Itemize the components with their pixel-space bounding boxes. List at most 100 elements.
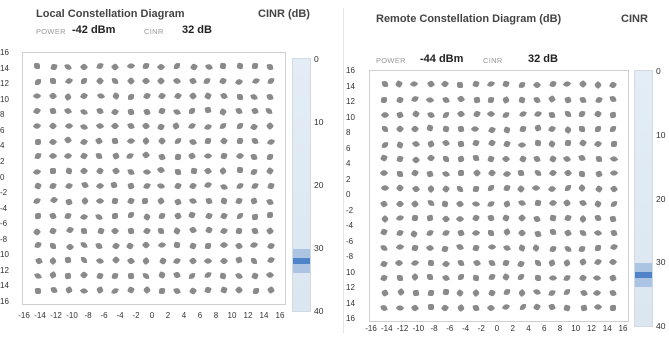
constellation-point [64, 76, 74, 85]
constellation-point [173, 287, 182, 296]
remote-constellation-panel: Remote Constellation Diagram (dB) CINR P… [346, 0, 669, 341]
constellation-point [111, 241, 120, 250]
constellation-point [532, 80, 541, 89]
constellation-point [157, 62, 166, 72]
constellation-point [564, 228, 573, 237]
y-tick-label: -4 [0, 203, 8, 213]
constellation-point [110, 62, 120, 71]
constellation-point [502, 111, 511, 119]
constellation-point [395, 303, 404, 312]
constellation-point [579, 214, 588, 224]
y-tick-label: 16 [0, 297, 9, 306]
constellation-point [532, 244, 541, 253]
constellation-point [395, 243, 405, 252]
y-tick-label: 8 [0, 110, 5, 120]
cinr-scale-label: 0 [656, 66, 661, 76]
constellation-point [578, 170, 586, 178]
constellation-point [426, 229, 434, 238]
y-tick-label: 8 [346, 128, 351, 137]
constellation-point [397, 171, 404, 178]
constellation-point [594, 214, 602, 222]
y-tick-label: 16 [346, 66, 355, 75]
constellation-point [473, 96, 481, 103]
constellation-point [548, 111, 556, 119]
constellation-point [111, 166, 121, 175]
constellation-point [502, 169, 512, 178]
constellation-point [549, 244, 557, 253]
constellation-point [487, 169, 497, 178]
constellation-point [33, 91, 42, 101]
constellation-point [236, 123, 243, 130]
constellation-point [458, 274, 465, 281]
constellation-point [126, 241, 135, 250]
remote-cinr-header: CINR [621, 13, 648, 25]
constellation-point [518, 288, 527, 298]
x-tick-label: -14 [34, 311, 46, 320]
constellation-point [502, 95, 511, 104]
y-tick-label: 4 [0, 141, 5, 151]
constellation-point [96, 226, 105, 235]
constellation-point [471, 289, 480, 298]
constellation-point [80, 62, 89, 72]
constellation-point [251, 257, 258, 264]
constellation-point [204, 137, 212, 145]
constellation-point [188, 122, 197, 130]
constellation-point [396, 154, 404, 163]
y-tick-label: 12 [346, 283, 355, 292]
constellation-point [410, 273, 419, 282]
constellation-point [579, 288, 588, 297]
constellation-point [189, 181, 198, 190]
constellation-point [610, 140, 617, 147]
constellation-point [79, 137, 89, 146]
constellation-point [65, 256, 72, 264]
panel-divider [343, 8, 344, 333]
constellation-point [219, 182, 228, 191]
constellation-point [380, 303, 389, 312]
local-cinr-label: CINR [144, 27, 164, 36]
constellation-point [411, 185, 420, 194]
constellation-point [235, 196, 244, 205]
x-tick-label: 4 [181, 311, 187, 320]
constellation-point [173, 92, 183, 101]
constellation-point [48, 256, 58, 266]
constellation-point [235, 272, 243, 281]
constellation-point [427, 289, 434, 297]
constellation-point [236, 138, 243, 145]
constellation-point [189, 226, 198, 235]
local-cinr-value: 32 dB [182, 24, 212, 36]
constellation-point [219, 123, 227, 130]
constellation-point [609, 95, 617, 103]
constellation-point [34, 181, 43, 190]
constellation-point [517, 228, 526, 238]
constellation-point [456, 110, 466, 119]
constellation-point [96, 92, 105, 101]
constellation-point [609, 184, 619, 193]
constellation-point [562, 79, 572, 88]
constellation-point [266, 107, 273, 115]
constellation-point [517, 140, 527, 149]
constellation-point [220, 197, 229, 206]
constellation-point [126, 121, 135, 130]
remote-cinr-indicator [635, 272, 652, 278]
constellation-point [250, 122, 259, 131]
constellation-point [111, 287, 119, 295]
cinr-scale-label: 40 [656, 321, 666, 331]
x-tick-label: -4 [116, 311, 124, 320]
constellation-point [517, 213, 526, 223]
y-tick-label: 10 [346, 267, 355, 277]
constellation-point [157, 228, 165, 235]
constellation-point [265, 167, 274, 176]
constellation-point [411, 109, 420, 118]
local-power-label: POWER [36, 27, 66, 36]
constellation-point [96, 256, 105, 265]
constellation-point [563, 274, 571, 282]
constellation-point [65, 226, 74, 235]
constellation-point [549, 154, 558, 163]
constellation-point [50, 78, 57, 85]
constellation-point [265, 121, 274, 131]
constellation-point [457, 155, 466, 163]
constellation-point [549, 80, 557, 89]
constellation-point [141, 137, 151, 146]
constellation-point [503, 184, 511, 192]
constellation-point [203, 166, 212, 176]
